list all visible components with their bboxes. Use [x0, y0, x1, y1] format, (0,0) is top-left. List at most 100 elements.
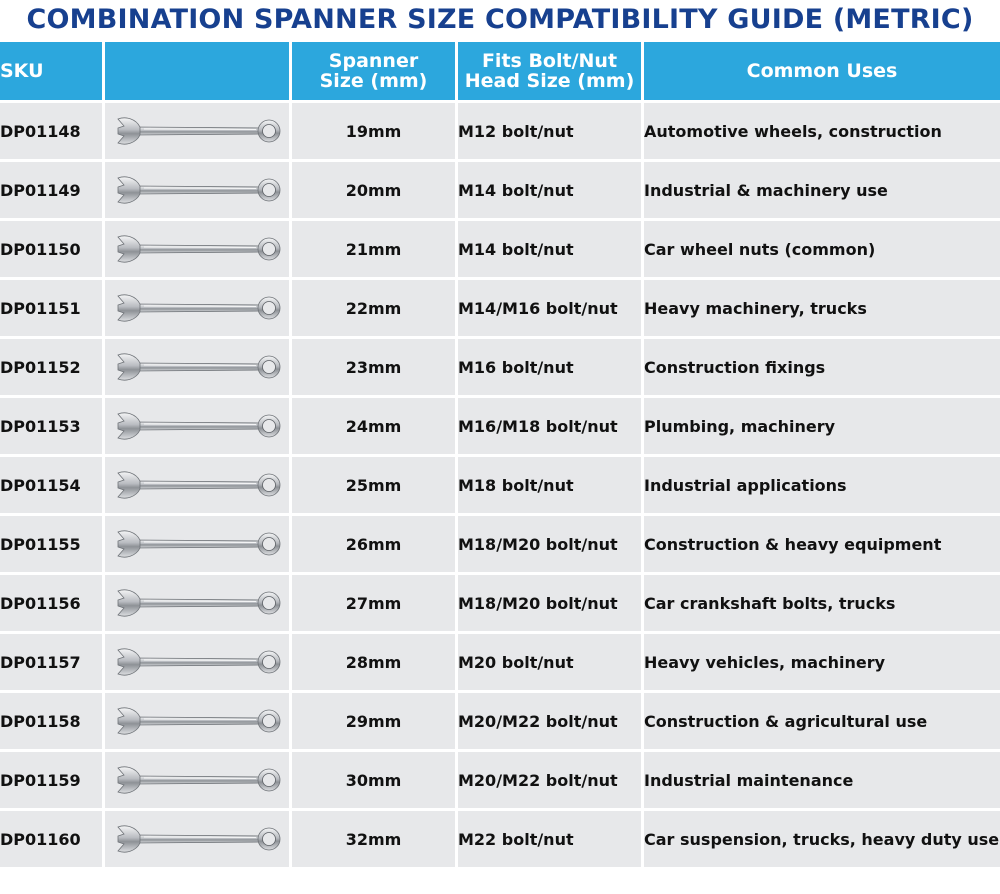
- combination-spanner-icon: [116, 471, 280, 499]
- combination-spanner-icon: [116, 707, 280, 735]
- spanner-size-cell: 25mm: [292, 457, 458, 516]
- fits-bolt-cell: M20/M22 bolt/nut: [458, 693, 644, 752]
- common-uses-cell: Construction & heavy equipment: [644, 516, 1000, 575]
- spanner-size-cell: 20mm: [292, 162, 458, 221]
- fits-bolt-cell: M14 bolt/nut: [458, 162, 644, 221]
- table-row: DP01156 27mm M18/M20 bolt/nut Car crankshaf…: [0, 575, 1000, 634]
- column-header-sku-label: SKU: [0, 60, 44, 82]
- combination-spanner-icon: [116, 117, 280, 145]
- table-row: DP01158 29mm M20/M22 bolt/nut Construction …: [0, 693, 1000, 752]
- common-uses-cell: Automotive wheels, construction: [644, 103, 1000, 162]
- common-uses-cell: Car suspension, trucks, heavy duty use: [644, 811, 1000, 870]
- spanner-image-cell: [105, 457, 292, 516]
- combination-spanner-icon: [116, 589, 280, 617]
- combination-spanner-icon: [116, 235, 280, 263]
- spanner-image-cell: [105, 634, 292, 693]
- sku-cell: DP01148: [0, 103, 105, 162]
- table-row: DP01151 22mm M14/M16 bolt/nut Heavy machine…: [0, 280, 1000, 339]
- sku-cell: DP01149: [0, 162, 105, 221]
- spanner-image-cell: [105, 339, 292, 398]
- sku-cell: DP01154: [0, 457, 105, 516]
- common-uses-cell: Car wheel nuts (common): [644, 221, 1000, 280]
- spanner-size-cell: 24mm: [292, 398, 458, 457]
- sku-cell: DP01150: [0, 221, 105, 280]
- table-row: DP01149 20mm M14 bolt/nut Industrial & mach…: [0, 162, 1000, 221]
- combination-spanner-icon: [116, 176, 280, 204]
- table-row: DP01148 19mm M12 bolt/nut Automotive wheels…: [0, 103, 1000, 162]
- fits-bolt-cell: M18/M20 bolt/nut: [458, 575, 644, 634]
- fits-bolt-cell: M16/M18 bolt/nut: [458, 398, 644, 457]
- common-uses-cell: Construction fixings: [644, 339, 1000, 398]
- column-header-fits-bolt: Fits Bolt/Nut Head Size (mm): [458, 42, 644, 103]
- table-header-row: SKU Spanner Size (mm) Fits Bolt/Nut Head…: [0, 42, 1000, 103]
- common-uses-cell: Industrial & machinery use: [644, 162, 1000, 221]
- fits-bolt-cell: M22 bolt/nut: [458, 811, 644, 870]
- fits-bolt-cell: M14 bolt/nut: [458, 221, 644, 280]
- fits-bolt-cell: M20 bolt/nut: [458, 634, 644, 693]
- page-title: COMBINATION SPANNER SIZE COMPATIBILITY G…: [26, 4, 974, 35]
- column-header-spanner-size: Spanner Size (mm): [292, 42, 458, 103]
- table-row: DP01157 28mm M20 bolt/nut Heavy vehicles, m…: [0, 634, 1000, 693]
- table-row: DP01153 24mm M16/M18 bolt/nut Plumbing, mac…: [0, 398, 1000, 457]
- spanner-image-cell: [105, 280, 292, 339]
- spanner-size-cell: 32mm: [292, 811, 458, 870]
- spanner-image-cell: [105, 693, 292, 752]
- combination-spanner-icon: [116, 294, 280, 322]
- spanner-size-cell: 26mm: [292, 516, 458, 575]
- combination-spanner-icon: [116, 412, 280, 440]
- fits-bolt-cell: M18/M20 bolt/nut: [458, 516, 644, 575]
- sku-cell: DP01151: [0, 280, 105, 339]
- table-row: DP01150 21mm M14 bolt/nut Car wheel nuts (c…: [0, 221, 1000, 280]
- column-header-spanner-size-line1: Spanner: [328, 50, 419, 72]
- table-row: DP01159 30mm M20/M22 bolt/nut Industrial ma…: [0, 752, 1000, 811]
- sku-cell: DP01157: [0, 634, 105, 693]
- spanner-image-cell: [105, 752, 292, 811]
- table-row: DP01152 23mm M16 bolt/nut Construction fixi…: [0, 339, 1000, 398]
- spanner-size-cell: 27mm: [292, 575, 458, 634]
- common-uses-cell: Car crankshaft bolts, trucks: [644, 575, 1000, 634]
- table-row: DP01155 26mm M18/M20 bolt/nut Construction …: [0, 516, 1000, 575]
- column-header-fits-bolt-line1: Fits Bolt/Nut: [481, 50, 618, 72]
- combination-spanner-icon: [116, 648, 280, 676]
- spanner-image-cell: [105, 575, 292, 634]
- common-uses-cell: Construction & agricultural use: [644, 693, 1000, 752]
- fits-bolt-cell: M12 bolt/nut: [458, 103, 644, 162]
- spanner-size-cell: 19mm: [292, 103, 458, 162]
- column-header-image: [105, 42, 292, 103]
- sku-cell: DP01158: [0, 693, 105, 752]
- common-uses-cell: Heavy vehicles, machinery: [644, 634, 1000, 693]
- spanner-size-cell: 28mm: [292, 634, 458, 693]
- spanner-size-cell: 23mm: [292, 339, 458, 398]
- fits-bolt-cell: M18 bolt/nut: [458, 457, 644, 516]
- combination-spanner-icon: [116, 353, 280, 381]
- sku-cell: DP01159: [0, 752, 105, 811]
- fits-bolt-cell: M16 bolt/nut: [458, 339, 644, 398]
- combination-spanner-icon: [116, 825, 280, 853]
- sku-cell: DP01155: [0, 516, 105, 575]
- common-uses-cell: Plumbing, machinery: [644, 398, 1000, 457]
- spanner-image-cell: [105, 398, 292, 457]
- sku-cell: DP01160: [0, 811, 105, 870]
- spanner-image-cell: [105, 221, 292, 280]
- combination-spanner-icon: [116, 766, 280, 794]
- spanner-image-cell: [105, 516, 292, 575]
- spanner-size-table: SKU Spanner Size (mm) Fits Bolt/Nut Head…: [0, 42, 1000, 870]
- spanner-size-cell: 29mm: [292, 693, 458, 752]
- column-header-common-uses-label: Common Uses: [746, 60, 898, 82]
- column-header-common-uses: Common Uses: [644, 42, 1000, 103]
- spanner-size-cell: 30mm: [292, 752, 458, 811]
- common-uses-cell: Industrial applications: [644, 457, 1000, 516]
- sku-cell: DP01153: [0, 398, 105, 457]
- table-row: DP01154 25mm M18 bolt/nut Industrial applic…: [0, 457, 1000, 516]
- sku-cell: DP01152: [0, 339, 105, 398]
- column-header-spanner-size-line2: Size (mm): [319, 70, 428, 92]
- column-header-fits-bolt-line2: Head Size (mm): [464, 70, 635, 92]
- common-uses-cell: Heavy machinery, trucks: [644, 280, 1000, 339]
- sku-cell: DP01156: [0, 575, 105, 634]
- spanner-size-cell: 21mm: [292, 221, 458, 280]
- spanner-size-cell: 22mm: [292, 280, 458, 339]
- table-row: DP01160 32mm M22 bolt/nut Car suspension, t…: [0, 811, 1000, 870]
- spanner-image-cell: [105, 811, 292, 870]
- combination-spanner-icon: [116, 530, 280, 558]
